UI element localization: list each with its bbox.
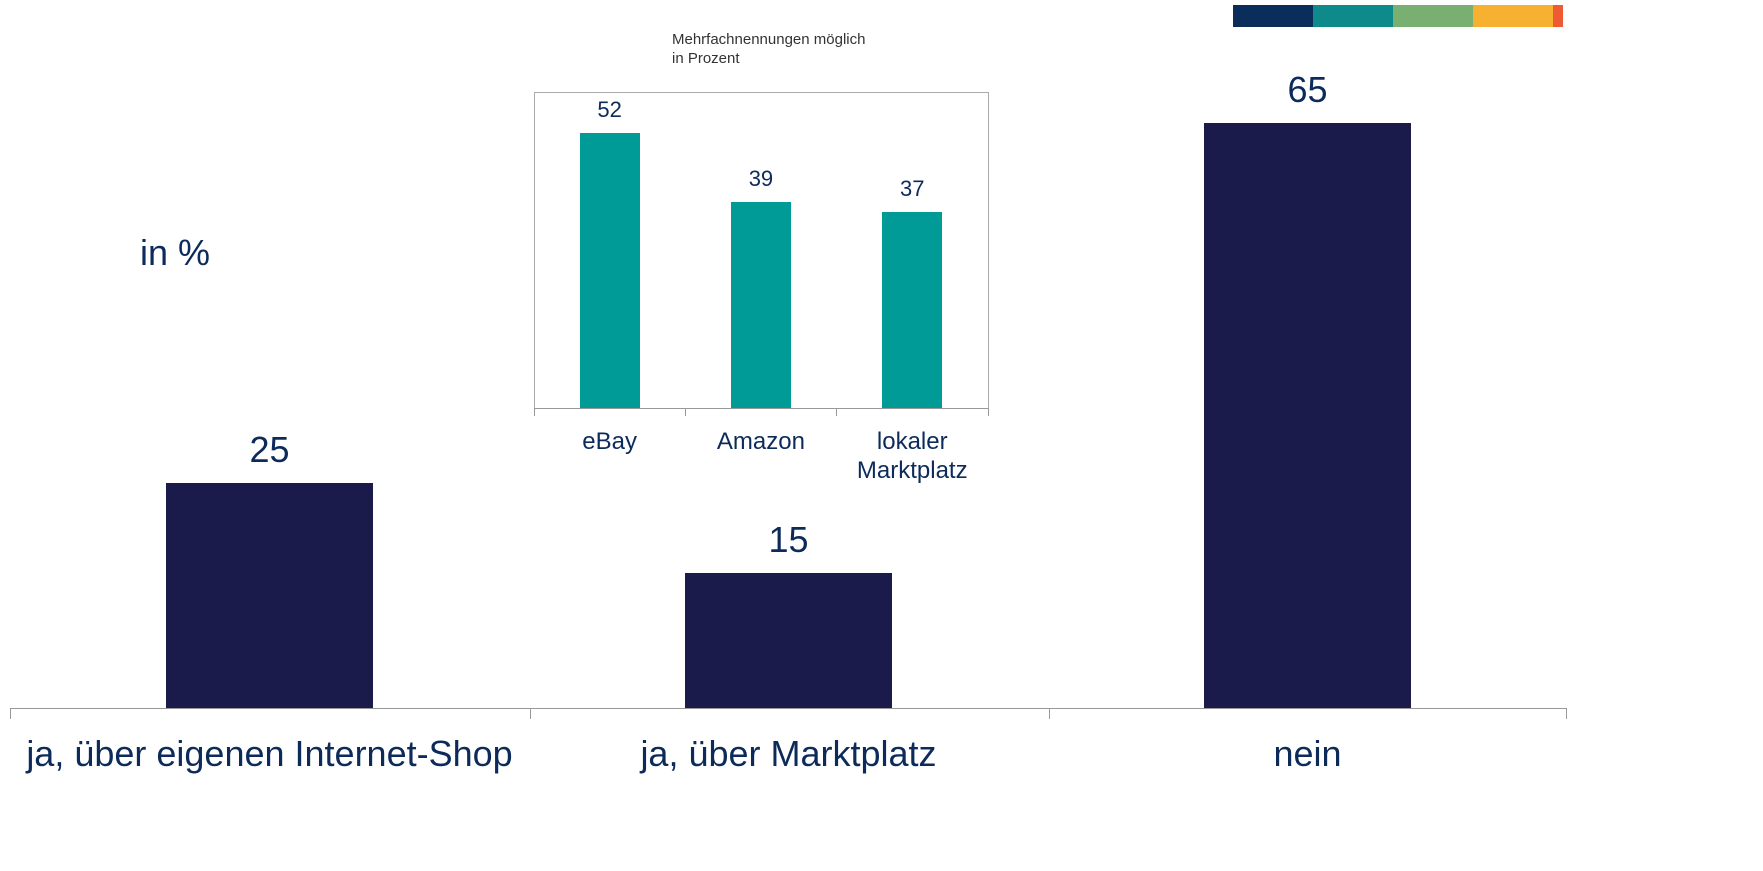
x-tick-label: ja, über eigenen Internet-Shop	[26, 733, 513, 774]
bar	[166, 483, 373, 708]
bar	[1204, 123, 1411, 708]
bar	[685, 573, 892, 708]
color-strip	[1233, 5, 1563, 27]
axis-tick	[988, 408, 989, 416]
x-tick-label: ja, über Marktplatz	[640, 733, 937, 774]
inset-frame	[534, 92, 989, 409]
strip-part	[1393, 5, 1473, 27]
axis-tick	[685, 408, 686, 416]
axis-tick	[836, 408, 837, 416]
strip-part	[1233, 5, 1313, 27]
inset-subtitle: in Prozent	[672, 50, 740, 67]
value-label: 37	[900, 176, 925, 202]
value-label: 65	[1287, 69, 1328, 110]
inset-axis	[534, 408, 989, 409]
axis-tick	[1566, 708, 1567, 719]
strip-part	[1473, 5, 1553, 27]
axis-tick	[534, 408, 535, 416]
axis-tick	[1049, 708, 1050, 719]
value-label: 39	[748, 165, 774, 191]
value-label: 52	[597, 96, 622, 122]
x-tick-label: eBay	[582, 428, 637, 455]
value-label: 25	[249, 429, 290, 470]
value-label: 15	[768, 519, 809, 560]
strip-part	[1553, 5, 1563, 27]
axis-tick	[10, 708, 11, 719]
axis-tick	[530, 708, 531, 719]
x-axis	[10, 708, 1567, 709]
x-tick-label: lokaler Marktplatz	[856, 428, 968, 484]
bar	[579, 132, 640, 408]
inset-title: Mehrfachnennungen möglich	[672, 31, 866, 48]
x-tick-label: nein	[1273, 733, 1342, 774]
bar	[882, 212, 943, 408]
bar	[730, 201, 791, 408]
x-tick-label: Amazon	[716, 428, 805, 455]
strip-part	[1313, 5, 1393, 27]
y-label: in %	[140, 232, 211, 273]
